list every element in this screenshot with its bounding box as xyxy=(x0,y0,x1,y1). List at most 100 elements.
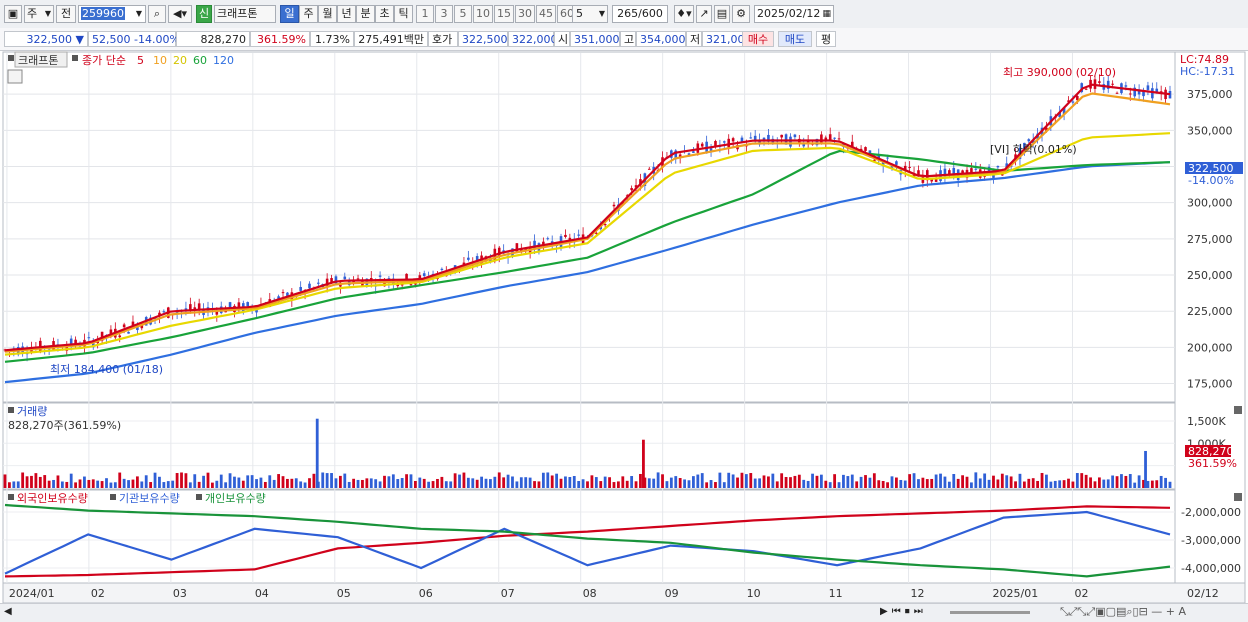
volume-bar xyxy=(16,481,20,488)
candle-body xyxy=(952,167,956,176)
volume-bar xyxy=(211,482,214,488)
window-icon[interactable]: ▣ xyxy=(4,5,22,23)
save-icon[interactable]: ▤ xyxy=(714,5,730,23)
speaker-icon[interactable]: ◀▾ xyxy=(168,5,192,23)
close-panel-icon[interactable] xyxy=(1234,406,1242,414)
ma-legend-20[interactable]: 20 xyxy=(173,54,187,67)
sell-button[interactable]: 매도 xyxy=(778,31,812,47)
candle-body xyxy=(1027,139,1031,142)
period-tab-6[interactable]: 틱 xyxy=(394,5,413,23)
candle-body xyxy=(714,141,717,148)
name-tag[interactable]: 크래프톤 xyxy=(18,54,58,67)
volume-title[interactable]: 거래량 xyxy=(17,405,47,418)
period-tab-4[interactable]: 분 xyxy=(356,5,375,23)
ma-legend-5[interactable]: 5 xyxy=(137,54,144,67)
stock-name[interactable]: 크래프톤 xyxy=(214,5,276,23)
candle-body xyxy=(727,138,731,148)
type-select-2[interactable]: 전 xyxy=(56,5,76,23)
candle-body xyxy=(193,307,197,311)
volume-bar xyxy=(616,481,620,488)
ma-legend-60[interactable]: 60 xyxy=(193,54,207,67)
period-tab-2[interactable]: 월 xyxy=(318,5,337,23)
legend-institution[interactable]: 기관보유수량 xyxy=(119,492,180,505)
interval-tab-30[interactable]: 30 xyxy=(515,5,535,23)
volume-bar xyxy=(290,478,294,488)
volume-bar xyxy=(917,479,920,488)
playback-controls[interactable]: ▶⏮⏹⏭ xyxy=(880,606,927,617)
scroll-left-icon[interactable]: ◀ xyxy=(4,606,12,617)
close-panel-icon[interactable] xyxy=(1234,493,1242,501)
count-field[interactable]: 265/600 xyxy=(612,5,668,23)
price-panel[interactable] xyxy=(2,51,1176,403)
ma-legend-title[interactable]: 종가 단순 xyxy=(82,54,126,67)
volume-bar xyxy=(25,476,29,488)
interval-tab-5[interactable]: 5 xyxy=(454,5,472,23)
candle-body xyxy=(749,137,753,139)
volume-bar xyxy=(996,479,1000,488)
candle-body xyxy=(722,141,726,143)
chart-area[interactable]: 175,000 200,000 225,000 250,000 275,000 300,0… xyxy=(0,50,1248,603)
interval-tab-10[interactable]: 10 xyxy=(473,5,493,23)
interval-tab-45[interactable]: 45 xyxy=(536,5,556,23)
legend-individual[interactable]: 개인보유수량 xyxy=(205,492,266,505)
ma-legend-120[interactable]: 120 xyxy=(213,54,234,67)
candle-body xyxy=(308,283,311,289)
candle-body xyxy=(1151,88,1154,99)
candle-body xyxy=(780,134,783,138)
buy-button[interactable]: 매수 xyxy=(742,31,774,47)
volume-bar xyxy=(83,476,86,488)
candle-body xyxy=(74,339,77,345)
interval-input[interactable]: 5 ▼ xyxy=(572,5,608,23)
evaluate-button[interactable]: 평 xyxy=(816,31,836,47)
volume-bar xyxy=(118,472,122,488)
ma-legend-10[interactable]: 10 xyxy=(153,54,167,67)
volume-bar xyxy=(890,476,894,488)
volume-bar xyxy=(228,473,232,488)
candle-type-icon[interactable]: ♦▾ xyxy=(674,5,694,23)
candle-body xyxy=(630,188,633,191)
candle-body xyxy=(1045,127,1048,131)
interval-tab-3[interactable]: 3 xyxy=(435,5,453,23)
volume-bar xyxy=(652,478,656,488)
ma-line-5 xyxy=(4,83,1171,352)
candle-body xyxy=(603,224,607,226)
candle-body xyxy=(246,302,250,307)
volume-bar xyxy=(91,479,95,488)
tool-icons[interactable]: ⤡⤢⤡⤢▣▢▤⌕▯⊟ — + A xyxy=(1060,605,1187,618)
draw-tool-icon[interactable]: ↗ xyxy=(696,5,712,23)
interval-tab-1[interactable]: 1 xyxy=(416,5,434,23)
volume-bar xyxy=(903,480,907,488)
volume-tag: 828,270 xyxy=(1188,445,1234,458)
volume-bar xyxy=(524,477,528,488)
indicator-table-icon[interactable] xyxy=(7,69,23,84)
period-tab-0[interactable]: 일 xyxy=(280,5,299,23)
date-field[interactable]: 2025/02/12 ▦ xyxy=(754,5,834,23)
high-price: 354,000 xyxy=(636,31,686,47)
volume-bar xyxy=(475,479,479,488)
period-tab-3[interactable]: 년 xyxy=(337,5,356,23)
type-select-1[interactable]: 주 ▼ xyxy=(24,5,54,23)
candle-body xyxy=(122,324,126,328)
search-icon[interactable]: ⌕ xyxy=(148,5,166,23)
stock-code-input[interactable]: 259960 ▼ xyxy=(78,5,146,23)
volume-bar xyxy=(850,474,854,488)
candle-body xyxy=(877,155,881,159)
legend-foreign[interactable]: 외국인보유수량 xyxy=(17,492,88,505)
interval-tab-15[interactable]: 15 xyxy=(494,5,514,23)
period-tab-5[interactable]: 초 xyxy=(375,5,394,23)
candle-body xyxy=(1058,112,1061,118)
candle-body xyxy=(864,147,867,151)
zoom-slider[interactable] xyxy=(950,611,1030,614)
volume-bar xyxy=(925,479,929,488)
volume-panel[interactable] xyxy=(2,402,1176,490)
volume-bar xyxy=(171,480,175,488)
volume-bar xyxy=(1106,479,1110,488)
candle-body xyxy=(546,238,550,240)
volume-bar xyxy=(519,477,523,488)
volume-bar xyxy=(1053,480,1057,488)
gear-icon[interactable]: ⚙ xyxy=(732,5,750,23)
panel-marker-icon xyxy=(8,407,14,413)
price-tick-label: 300,000 xyxy=(1187,197,1233,210)
interval-value: 5 xyxy=(576,7,583,20)
period-tab-1[interactable]: 주 xyxy=(299,5,318,23)
